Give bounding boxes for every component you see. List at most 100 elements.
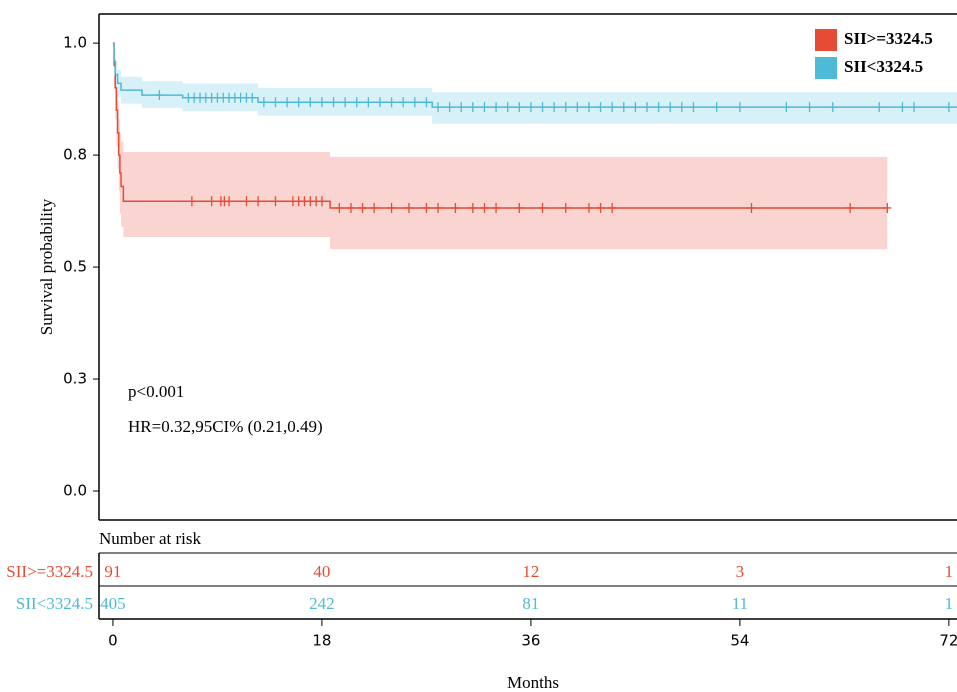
ci-band <box>112 43 888 250</box>
censor-mark <box>399 97 408 108</box>
censor-mark <box>306 97 315 108</box>
censor-mark <box>875 102 884 113</box>
censor-mark <box>248 92 257 103</box>
censor-mark <box>422 97 431 108</box>
risk-count: 3 <box>736 562 745 581</box>
censor-mark <box>259 97 268 108</box>
risk-row-label: SII<3324.5 <box>16 594 93 613</box>
y-tick-label: 0.5 <box>63 258 87 276</box>
legend-label: SII>=3324.5 <box>844 29 933 48</box>
censor-mark <box>561 102 570 113</box>
x-tick-label: 54 <box>730 632 749 650</box>
censor-mark <box>387 202 396 213</box>
risk-table-title: Number at risk <box>99 529 201 548</box>
censor-mark <box>910 102 919 113</box>
annotation: p<0.001 <box>128 382 184 401</box>
risk-count: 12 <box>522 562 539 581</box>
censor-mark <box>364 97 373 108</box>
x-tick-label: 18 <box>312 632 331 650</box>
censor-mark <box>317 196 326 207</box>
y-tick-label: 0.8 <box>63 146 87 164</box>
x-axis-label: Months <box>507 673 559 692</box>
censor-mark <box>317 97 326 108</box>
ci-band <box>112 43 957 124</box>
risk-row-label: SII>=3324.5 <box>6 562 93 581</box>
censor-mark <box>677 102 686 113</box>
censor-mark <box>358 202 367 213</box>
censor-mark <box>654 102 663 113</box>
censor-mark <box>944 102 953 113</box>
censor-mark <box>526 102 535 113</box>
censor-mark <box>346 202 355 213</box>
risk-count: 1 <box>945 562 954 581</box>
censor-mark <box>492 202 501 213</box>
censor-mark <box>550 102 559 113</box>
censor-mark <box>434 202 443 213</box>
censor-mark <box>410 97 419 108</box>
risk-count: 91 <box>104 562 121 581</box>
censor-mark <box>573 102 582 113</box>
censor-mark <box>468 102 477 113</box>
censor-mark <box>480 102 489 113</box>
censor-mark <box>735 102 744 113</box>
censor-mark <box>480 202 489 213</box>
legend-swatch <box>815 57 837 79</box>
censor-mark <box>712 102 721 113</box>
risk-count: 81 <box>522 594 539 613</box>
censor-mark <box>689 102 698 113</box>
risk-count: 242 <box>309 594 335 613</box>
censor-mark <box>503 102 512 113</box>
censor-mark <box>898 102 907 113</box>
censor-mark <box>155 90 164 101</box>
censor-mark <box>242 196 251 207</box>
censor-mark <box>225 196 234 207</box>
y-tick-label: 0.3 <box>63 370 87 388</box>
censor-mark <box>283 97 292 108</box>
risk-count: 11 <box>732 594 748 613</box>
censor-mark <box>747 202 756 213</box>
x-tick-label: 72 <box>939 632 957 650</box>
censor-mark <box>515 202 524 213</box>
censor-mark <box>596 102 605 113</box>
censor-mark <box>294 97 303 108</box>
censor-mark <box>271 97 280 108</box>
censor-mark <box>254 196 263 207</box>
censor-mark <box>457 102 466 113</box>
censor-mark <box>451 202 460 213</box>
annotation: HR=0.32,95CI% (0.21,0.49) <box>128 417 323 436</box>
censor-mark <box>584 202 593 213</box>
censor-mark <box>666 102 675 113</box>
legend-label: SII<3324.5 <box>844 57 923 76</box>
censor-mark <box>352 97 361 108</box>
censor-mark <box>608 202 617 213</box>
censor-mark <box>422 202 431 213</box>
censor-mark <box>538 102 547 113</box>
censor-mark <box>329 97 338 108</box>
censor-mark <box>538 202 547 213</box>
y-axis-label: Survival probability <box>37 198 56 335</box>
censor-mark <box>596 202 605 213</box>
censor-mark <box>782 102 791 113</box>
censor-mark <box>445 102 454 113</box>
y-tick-label: 0.0 <box>63 482 87 500</box>
risk-count: 40 <box>313 562 330 581</box>
censor-mark <box>584 102 593 113</box>
censor-mark <box>370 202 379 213</box>
censor-mark <box>846 202 855 213</box>
censor-mark <box>828 102 837 113</box>
censor-mark <box>883 202 892 213</box>
censor-mark <box>515 102 524 113</box>
risk-count: 405 <box>100 594 126 613</box>
censor-mark <box>631 102 640 113</box>
censor-mark <box>619 102 628 113</box>
censor-mark <box>187 196 196 207</box>
censor-mark <box>271 196 280 207</box>
censor-mark <box>561 202 570 213</box>
censor-mark <box>492 102 501 113</box>
censor-mark <box>341 97 350 108</box>
y-tick-label: 1.0 <box>63 34 87 52</box>
censor-mark <box>404 202 413 213</box>
censor-mark <box>387 97 396 108</box>
censor-mark <box>468 202 477 213</box>
